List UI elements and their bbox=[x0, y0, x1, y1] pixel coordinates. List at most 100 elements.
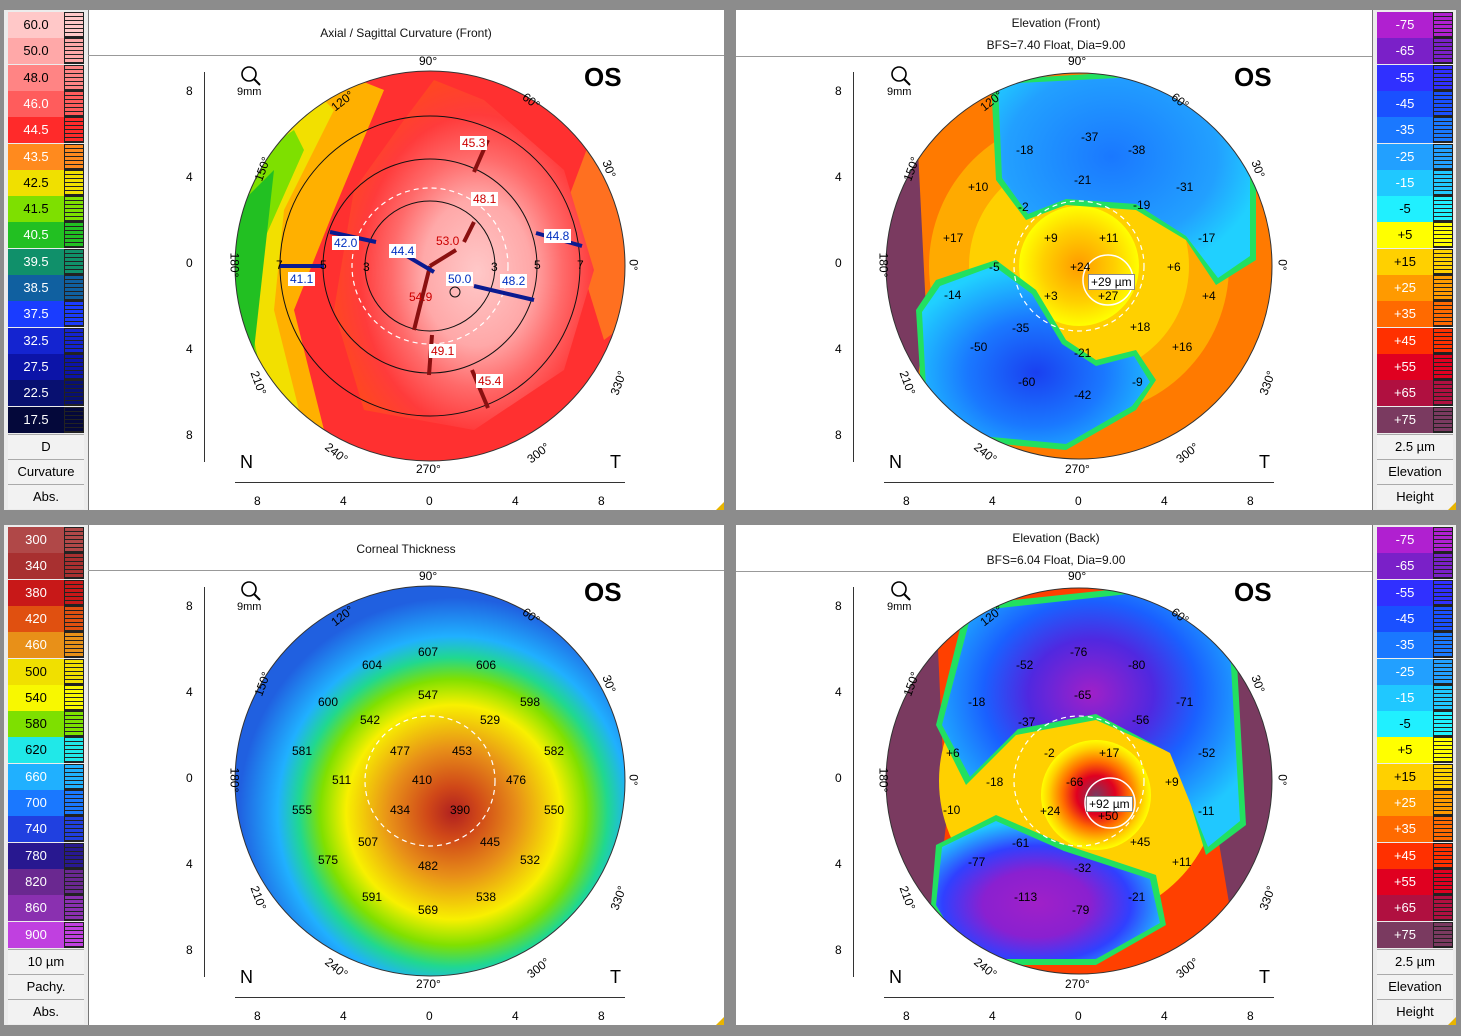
scale-value: 460 bbox=[8, 632, 64, 659]
reading: +9 bbox=[1165, 775, 1179, 789]
scale-swatch bbox=[1433, 658, 1453, 685]
scale-swatch bbox=[64, 790, 84, 816]
reading: 606 bbox=[476, 658, 497, 672]
zoom-label[interactable]: 9mm bbox=[887, 86, 912, 98]
scale-value: -5 bbox=[1377, 196, 1433, 223]
scale-swatch bbox=[64, 527, 84, 553]
reading: 532 bbox=[520, 853, 541, 867]
reading: 434 bbox=[390, 803, 411, 817]
scale-swatch bbox=[64, 353, 84, 380]
panel-title: Elevation (Back) bbox=[1012, 531, 1100, 545]
scale-value: 43.5 bbox=[8, 143, 64, 170]
scale-mode: Abs. bbox=[8, 999, 84, 1024]
reading: 482 bbox=[418, 859, 439, 873]
reading: +9 bbox=[1044, 231, 1058, 245]
left-axis-tick: 8 bbox=[186, 599, 193, 613]
scale-swatch bbox=[64, 38, 84, 65]
scale-swatch bbox=[64, 12, 84, 38]
scale-value: -15 bbox=[1377, 169, 1433, 196]
scale-swatch bbox=[64, 895, 84, 922]
scale-swatch bbox=[1433, 842, 1453, 869]
scale-value: +5 bbox=[1377, 737, 1433, 764]
scale-swatch bbox=[1433, 353, 1453, 380]
magnifier-icon[interactable] bbox=[890, 580, 912, 602]
reading: -32 bbox=[1074, 861, 1092, 875]
ring-label: 7 bbox=[276, 258, 283, 272]
reading: +24 bbox=[1070, 260, 1091, 274]
nasal-label: N bbox=[240, 967, 253, 987]
scale-value: +35 bbox=[1377, 816, 1433, 843]
scale-type: Elevation bbox=[1377, 974, 1453, 999]
scale-unit: 2.5 µm bbox=[1377, 434, 1453, 459]
reading: -2 bbox=[1044, 746, 1055, 760]
zoom-label[interactable]: 9mm bbox=[887, 601, 912, 613]
reading: -37 bbox=[1018, 715, 1036, 729]
scale-swatch bbox=[64, 196, 84, 223]
bottom-axis-tick: 4 bbox=[1161, 1009, 1168, 1023]
elevation-front-map bbox=[885, 72, 1273, 460]
panel-corneal-thickness[interactable]: 300 340 380 420 460 500 540 580 620 660 700 740 780 8… bbox=[4, 525, 724, 1025]
magnifier-icon[interactable] bbox=[240, 65, 262, 87]
bottom-axis-tick: 8 bbox=[598, 494, 605, 508]
reading: 453 bbox=[452, 744, 473, 758]
temporal-label: T bbox=[1259, 452, 1270, 472]
angle-label: 270° bbox=[416, 462, 441, 476]
scale-swatch bbox=[64, 816, 84, 843]
reading: -21 bbox=[1074, 173, 1092, 187]
reading: +27 bbox=[1098, 289, 1119, 303]
left-axis-tick: 0 bbox=[186, 256, 193, 270]
reading: -66 bbox=[1066, 775, 1084, 789]
scale-value: +25 bbox=[1377, 275, 1433, 301]
resize-grip-icon[interactable] bbox=[1448, 1017, 1456, 1025]
reading: +10 bbox=[968, 180, 989, 194]
reading: +29 µm bbox=[1088, 274, 1135, 290]
scale-swatch bbox=[64, 921, 84, 948]
magnifier-icon[interactable] bbox=[890, 65, 912, 87]
scale-swatch bbox=[64, 868, 84, 895]
scale-swatch bbox=[1433, 248, 1453, 275]
reading: -10 bbox=[943, 803, 961, 817]
panel-axial-curvature[interactable]: 60.0 50.0 48.0 46.0 44.5 43.5 42.5 41.5 40.5 39.5… bbox=[4, 10, 724, 510]
scale-value: +15 bbox=[1377, 763, 1433, 790]
scale-swatch bbox=[1433, 921, 1453, 948]
resize-grip-icon[interactable] bbox=[716, 502, 724, 510]
scale-value: -75 bbox=[1377, 527, 1433, 553]
scale-value: 900 bbox=[8, 921, 64, 948]
panel-elevation-back[interactable]: Elevation (Back) BFS=6.04 Float, Dia=9.0… bbox=[736, 525, 1456, 1025]
angle-label: 180° bbox=[876, 767, 891, 793]
left-axis-tick: 4 bbox=[186, 857, 193, 871]
bottom-axis-tick: 8 bbox=[254, 494, 261, 508]
scale-value: +55 bbox=[1377, 868, 1433, 895]
left-axis bbox=[853, 587, 854, 977]
scale-swatch bbox=[1433, 711, 1453, 738]
eye-label: OS bbox=[1234, 62, 1272, 92]
reading: 42.0 bbox=[332, 236, 360, 250]
scale-swatch bbox=[64, 169, 84, 196]
reading: 582 bbox=[544, 744, 565, 758]
scale-value: -55 bbox=[1377, 64, 1433, 91]
zoom-label[interactable]: 9mm bbox=[237, 601, 262, 613]
magnifier-icon[interactable] bbox=[240, 580, 262, 602]
reading: 53.0 bbox=[436, 234, 460, 248]
reading: -19 bbox=[1133, 198, 1151, 212]
temporal-label: T bbox=[610, 452, 621, 472]
left-axis-tick: 8 bbox=[186, 943, 193, 957]
scale-swatch bbox=[1433, 196, 1453, 223]
temporal-label: T bbox=[1259, 967, 1270, 987]
zoom-label[interactable]: 9mm bbox=[237, 86, 262, 98]
scale-swatch bbox=[1433, 38, 1453, 65]
scale-mode: Abs. bbox=[8, 484, 84, 509]
bottom-axis-tick: 4 bbox=[989, 494, 996, 508]
bottom-axis bbox=[884, 997, 1274, 998]
resize-grip-icon[interactable] bbox=[716, 1017, 724, 1025]
reading: 54.9 bbox=[409, 290, 433, 304]
reading: -52 bbox=[1016, 658, 1034, 672]
bottom-axis-tick: 4 bbox=[1161, 494, 1168, 508]
panel-elevation-front[interactable]: Elevation (Front) BFS=7.40 Float, Dia=9.… bbox=[736, 10, 1456, 510]
reading: -50 bbox=[970, 340, 988, 354]
scale-value: 780 bbox=[8, 842, 64, 869]
scale-swatch bbox=[64, 64, 84, 91]
scale-value: -25 bbox=[1377, 143, 1433, 170]
scale-value: 420 bbox=[8, 605, 64, 632]
resize-grip-icon[interactable] bbox=[1448, 502, 1456, 510]
